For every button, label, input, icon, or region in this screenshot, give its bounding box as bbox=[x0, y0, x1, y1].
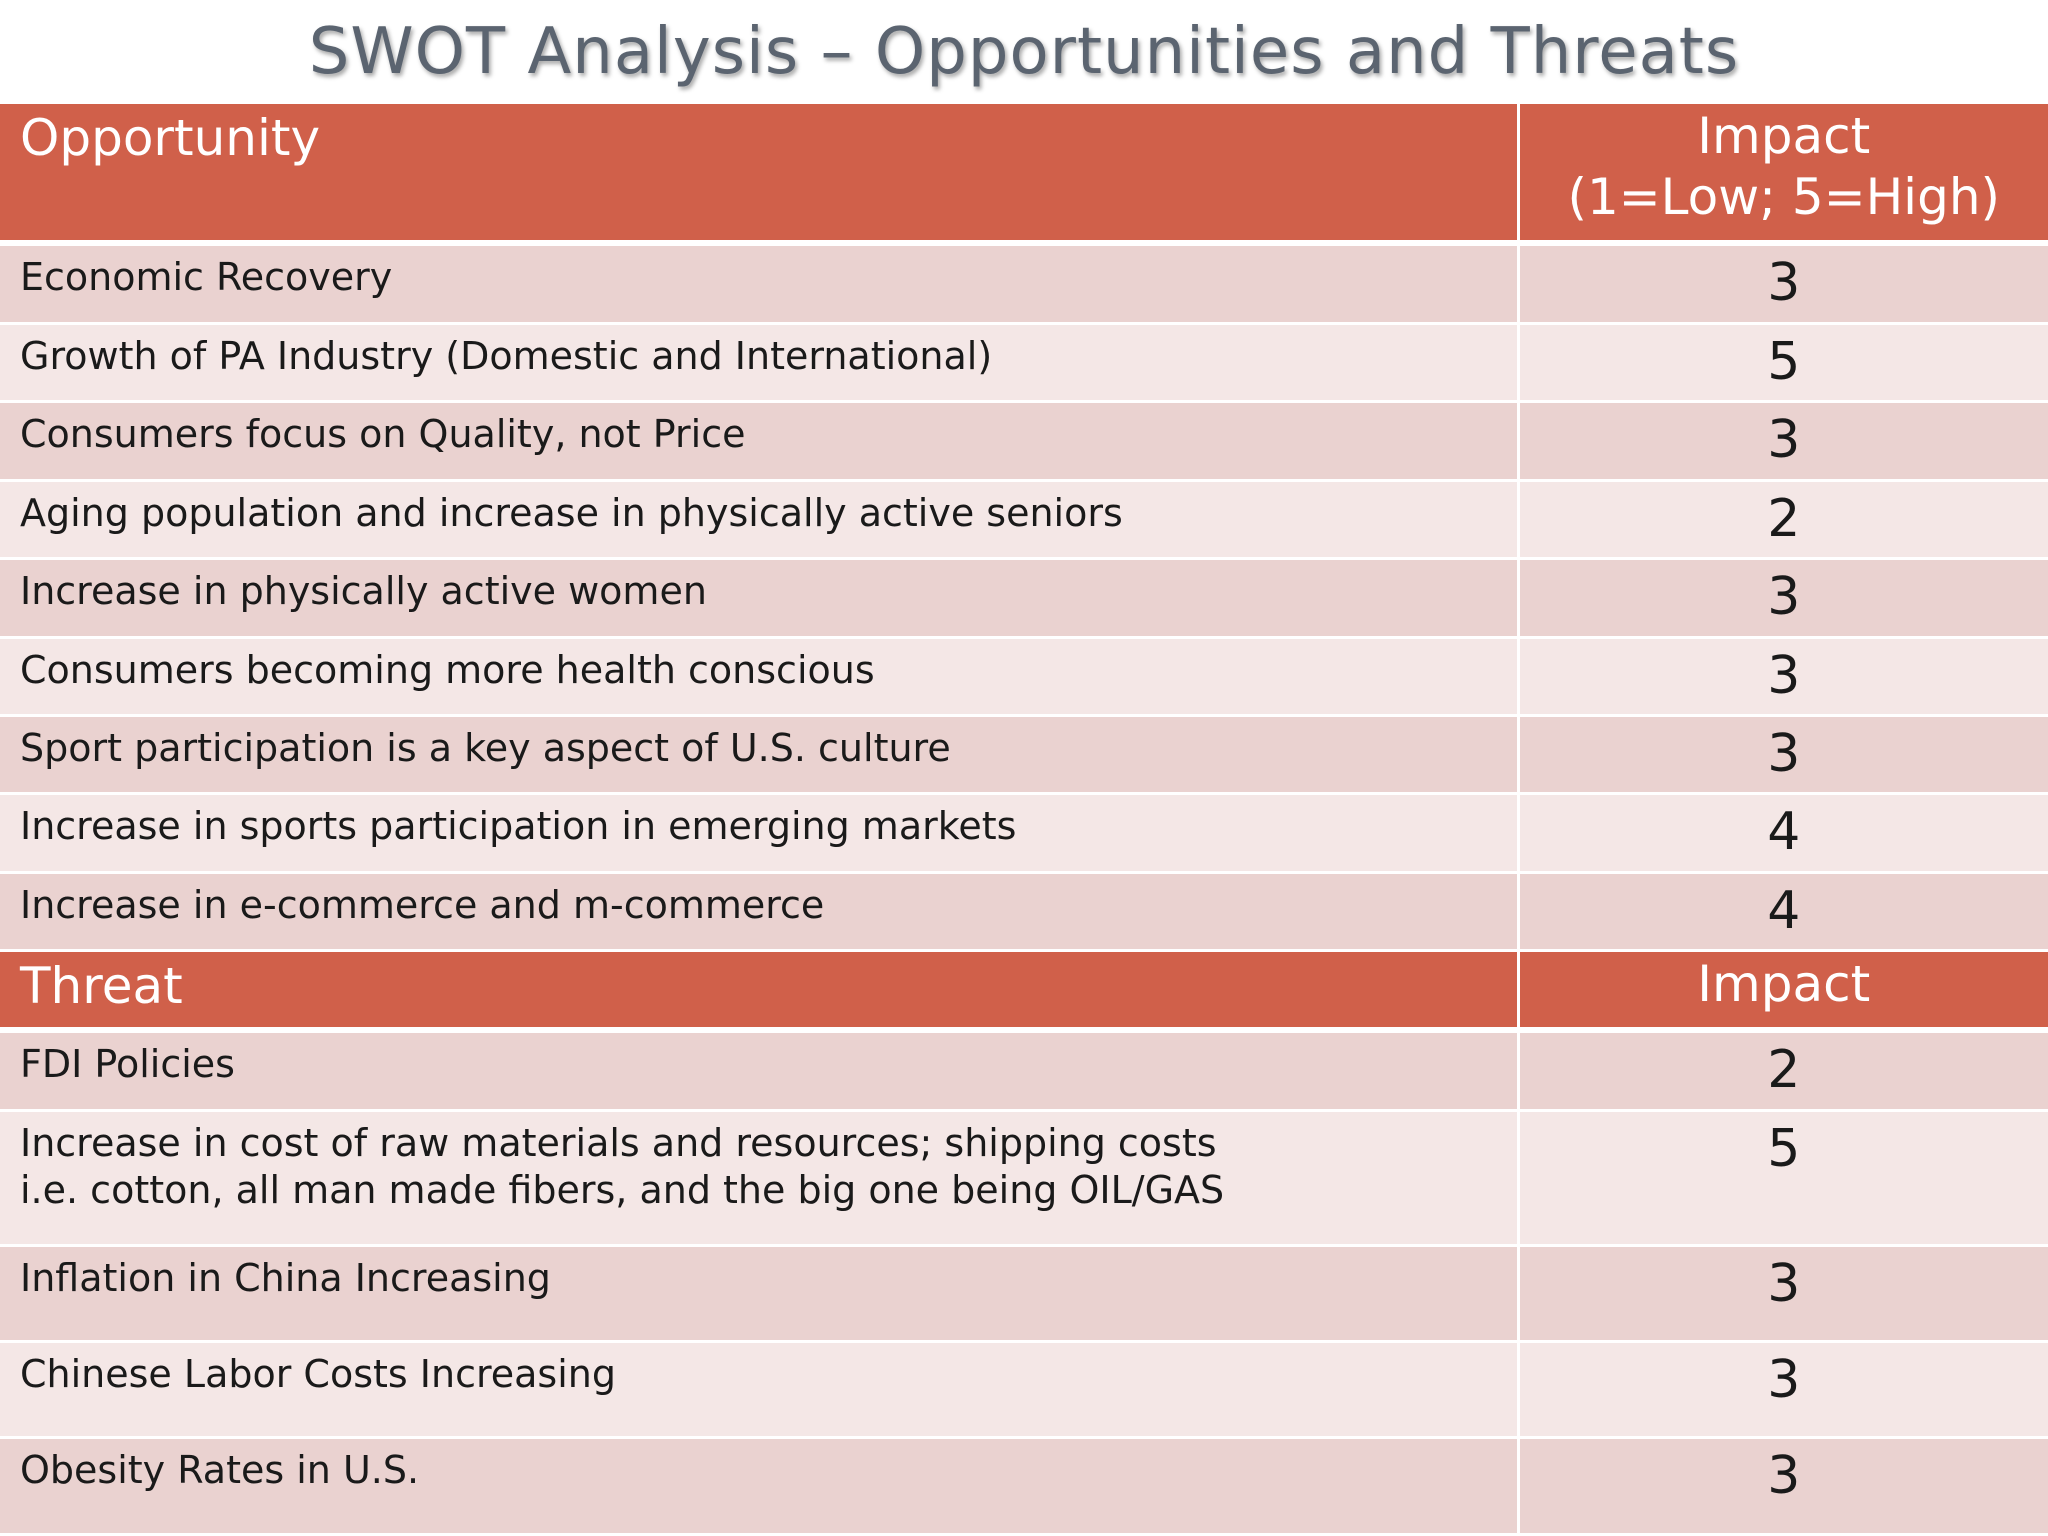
table-row: Increase in e-commerce and m-commerce 4 bbox=[0, 872, 2048, 953]
threat-impact-header-label: Impact bbox=[1697, 955, 1871, 1014]
impact-value: 3 bbox=[1767, 1446, 1801, 1507]
table-row: Growth of PA Industry (Domestic and Inte… bbox=[0, 323, 2048, 404]
opportunity-header-label: Opportunity bbox=[20, 109, 321, 167]
impact-value: 4 bbox=[1767, 802, 1801, 863]
impact-scale-label: (1=Low; 5=High) bbox=[1567, 168, 2001, 226]
threat-text: Chinese Labor Costs Increasing bbox=[20, 1351, 616, 1396]
table-row: Consumers becoming more health conscious… bbox=[0, 637, 2048, 718]
opportunity-text: Increase in sports participation in emer… bbox=[20, 804, 1017, 849]
table-row: Consumers focus on Quality, not Price 3 bbox=[0, 401, 2048, 482]
table-row: FDI Policies 2 bbox=[0, 1030, 2048, 1112]
opportunity-impact-header-cell: Impact (1=Low; 5=High) bbox=[1516, 104, 2048, 247]
threat-text: Inflation in China Increasing bbox=[20, 1256, 551, 1301]
impact-value: 3 bbox=[1767, 410, 1801, 471]
opportunity-header-row: Opportunity Impact (1=Low; 5=High) bbox=[0, 104, 2048, 247]
threat-text: FDI Policies bbox=[20, 1042, 235, 1087]
impact-value: 2 bbox=[1767, 1040, 1801, 1101]
opportunity-header-cell: Opportunity bbox=[0, 104, 1518, 247]
impact-value: 3 bbox=[1767, 253, 1801, 314]
opportunity-text: Consumers becoming more health conscious bbox=[20, 647, 875, 692]
threat-header-cell: Threat bbox=[0, 950, 1518, 1034]
opportunity-text: Increase in physically active women bbox=[20, 569, 707, 614]
impact-value: 4 bbox=[1767, 880, 1801, 941]
table-row: Economic Recovery 3 bbox=[0, 243, 2048, 326]
table-row: Aging population and increase in physica… bbox=[0, 480, 2048, 561]
impact-value: 2 bbox=[1767, 488, 1801, 549]
impact-value: 5 bbox=[1767, 1118, 1801, 1179]
page-title: SWOT Analysis – Opportunities and Threat… bbox=[308, 15, 1740, 89]
threat-impact-header-cell: Impact bbox=[1516, 950, 2048, 1034]
threat-text: Obesity Rates in U.S. bbox=[20, 1448, 420, 1493]
threat-header-label: Threat bbox=[20, 957, 183, 1016]
opportunity-text: Economic Recovery bbox=[20, 255, 393, 300]
impact-value: 3 bbox=[1767, 645, 1801, 706]
opportunity-text: Growth of PA Industry (Domestic and Inte… bbox=[20, 334, 993, 379]
impact-value: 3 bbox=[1767, 1254, 1801, 1315]
opportunity-text: Increase in e-commerce and m-commerce bbox=[20, 882, 825, 927]
impact-value: 3 bbox=[1767, 724, 1801, 785]
threat-header-row: Threat Impact bbox=[0, 950, 2048, 1034]
opportunity-text: Consumers focus on Quality, not Price bbox=[20, 412, 746, 457]
opportunity-text: Sport participation is a key aspect of U… bbox=[20, 726, 951, 771]
impact-value: 3 bbox=[1767, 1349, 1801, 1410]
impact-header-label: Impact bbox=[1697, 107, 1871, 165]
impact-value: 3 bbox=[1767, 567, 1801, 628]
table-row: Sport participation is a key aspect of U… bbox=[0, 715, 2048, 796]
table-row: Chinese Labor Costs Increasing 3 bbox=[0, 1341, 2048, 1440]
table-row: Inflation in China Increasing 3 bbox=[0, 1245, 2048, 1343]
opportunity-text: Aging population and increase in physica… bbox=[20, 490, 1123, 535]
table-row: Increase in cost of raw materials and re… bbox=[0, 1110, 2048, 1248]
table-row: Increase in sports participation in emer… bbox=[0, 793, 2048, 874]
table-row: Increase in physically active women 3 bbox=[0, 558, 2048, 639]
table-row: Obesity Rates in U.S. 3 bbox=[0, 1437, 2048, 1536]
impact-value: 5 bbox=[1767, 332, 1801, 393]
threat-text: Increase in cost of raw materials and re… bbox=[20, 1120, 1225, 1213]
swot-table: Opportunity Impact (1=Low; 5=High) Econo… bbox=[0, 104, 2048, 1536]
